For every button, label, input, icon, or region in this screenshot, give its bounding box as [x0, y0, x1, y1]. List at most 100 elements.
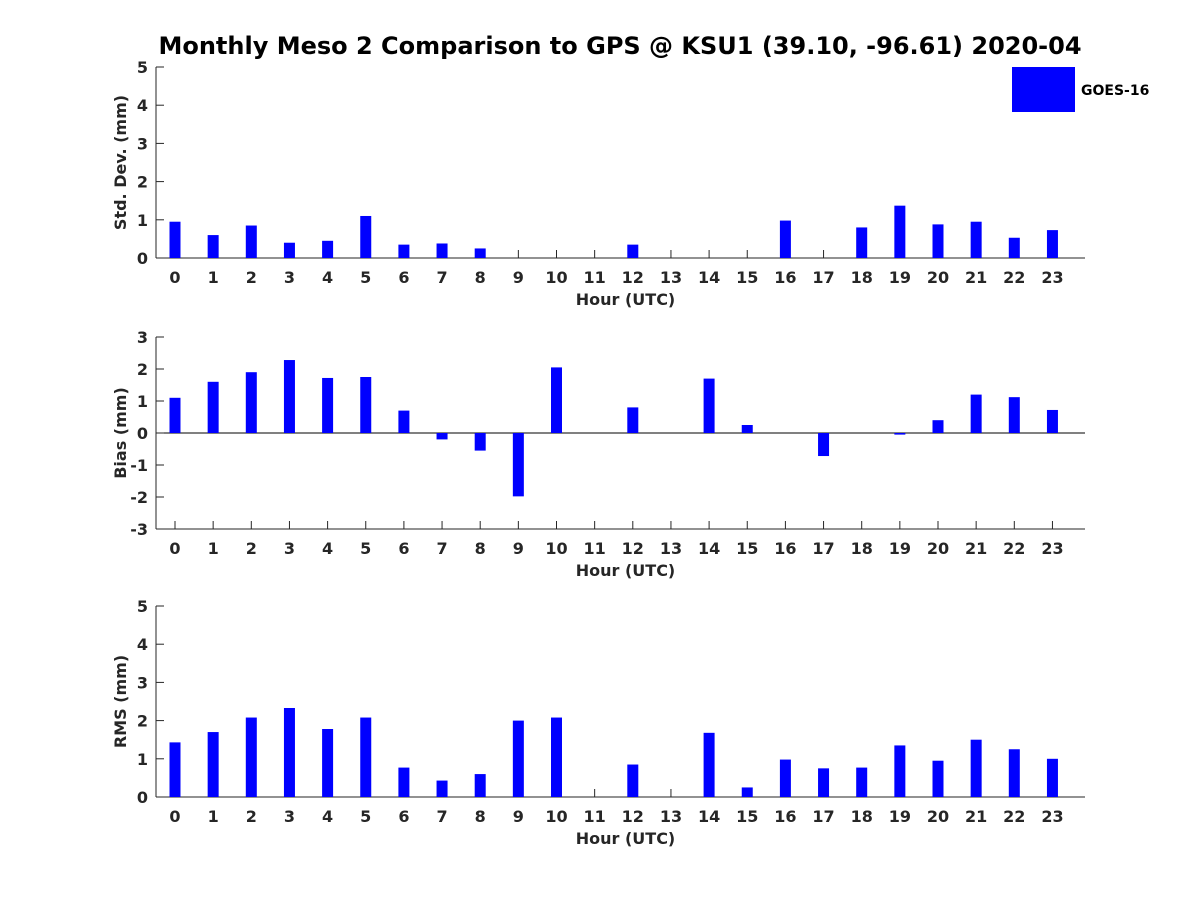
x-tick-label: 8	[475, 539, 486, 558]
bar-hour-22	[1008, 397, 1020, 433]
bar-hour-6	[398, 767, 410, 797]
bar-hour-16	[779, 220, 791, 258]
x-tick-label: 12	[622, 268, 644, 287]
x-tick-label: 5	[360, 268, 371, 287]
x-tick-label: 15	[736, 807, 758, 826]
x-tick-label: 13	[660, 807, 682, 826]
y-tick-label: 3	[137, 328, 148, 347]
x-tick-label: 14	[698, 807, 720, 826]
bar-hour-7	[436, 243, 448, 258]
bar-hour-17	[818, 433, 830, 457]
x-tick-label: 1	[208, 807, 219, 826]
bar-hour-3	[283, 242, 295, 258]
y-tick-label: 2	[137, 173, 148, 192]
bar-hour-0	[169, 397, 181, 433]
x-tick-label: 16	[774, 539, 796, 558]
y-tick-label: -2	[130, 488, 148, 507]
bar-hour-19	[894, 433, 906, 435]
bar-hour-6	[398, 410, 410, 433]
x-tick-label: 21	[965, 539, 987, 558]
x-tick-label: 17	[812, 807, 834, 826]
bar-hour-1	[207, 381, 219, 433]
x-tick-label: 1	[208, 268, 219, 287]
x-tick-label: 21	[965, 268, 987, 287]
y-tick-label: 0	[137, 424, 148, 443]
bar-hour-0	[169, 742, 181, 797]
x-tick-label: 5	[360, 807, 371, 826]
bar-hour-17	[818, 768, 830, 797]
x-tick-label: 1	[208, 539, 219, 558]
x-tick-label: 7	[436, 268, 447, 287]
bar-hour-10	[551, 717, 562, 797]
x-tick-label: 4	[322, 539, 333, 558]
y-tick-label: 1	[137, 211, 148, 230]
x-tick-label: 2	[246, 807, 257, 826]
x-tick-label: 9	[513, 268, 524, 287]
bar-hour-21	[970, 221, 982, 258]
bar-hour-23	[1046, 230, 1058, 258]
bar-hour-7	[436, 780, 448, 797]
x-tick-label: 0	[169, 268, 180, 287]
bar-hour-6	[398, 244, 410, 258]
bar-hour-20	[932, 760, 944, 797]
bar-hour-22	[1008, 749, 1020, 797]
x-tick-label: 20	[927, 807, 949, 826]
x-tick-label: 11	[584, 807, 606, 826]
bar-hour-15	[741, 425, 753, 433]
x-tick-label: 6	[398, 539, 409, 558]
bar-hour-4	[322, 729, 334, 797]
x-tick-label: 13	[660, 539, 682, 558]
x-tick-label: 17	[812, 539, 834, 558]
y-tick-label: 4	[137, 635, 148, 654]
x-axis-label: Hour (UTC)	[576, 829, 676, 848]
bar-hour-4	[322, 240, 334, 258]
bar-hour-20	[932, 420, 944, 433]
x-tick-label: 4	[322, 807, 333, 826]
x-tick-label: 2	[246, 539, 257, 558]
x-tick-label: 0	[169, 539, 180, 558]
x-tick-label: 17	[812, 268, 834, 287]
bar-hour-12	[627, 764, 639, 797]
bar-hour-2	[245, 717, 257, 797]
bar-hour-4	[322, 377, 334, 433]
bar-hour-9	[512, 433, 524, 497]
bar-hour-18	[856, 227, 868, 258]
bar-hour-9	[512, 720, 524, 797]
x-tick-label: 3	[284, 539, 295, 558]
x-axis-label: Hour (UTC)	[576, 290, 676, 309]
bar-hour-3	[283, 360, 295, 433]
bar-hour-5	[360, 717, 372, 797]
x-tick-label: 14	[698, 268, 720, 287]
y-tick-label: 4	[137, 96, 148, 115]
y-tick-label: 1	[137, 392, 148, 411]
x-tick-label: 16	[774, 268, 796, 287]
x-tick-label: 22	[1003, 539, 1025, 558]
bar-hour-0	[169, 221, 181, 258]
x-tick-label: 22	[1003, 807, 1025, 826]
bar-hour-21	[970, 394, 982, 433]
y-tick-label: 2	[137, 712, 148, 731]
x-tick-label: 7	[436, 539, 447, 558]
x-tick-label: 23	[1041, 268, 1063, 287]
x-tick-label: 15	[736, 268, 758, 287]
bar-hour-8	[474, 433, 486, 451]
x-tick-label: 14	[698, 539, 720, 558]
x-tick-label: 18	[851, 268, 873, 287]
legend-label: GOES-16	[1081, 83, 1149, 99]
bar-hour-22	[1008, 237, 1020, 258]
y-axis-label: Bias (mm)	[111, 387, 130, 479]
y-tick-label: 3	[137, 673, 148, 692]
y-tick-label: 1	[137, 750, 148, 769]
bar-hour-18	[856, 767, 868, 797]
bar-hour-2	[245, 225, 257, 258]
bar-hour-12	[627, 407, 639, 433]
x-tick-label: 2	[246, 268, 257, 287]
x-tick-label: 6	[398, 268, 409, 287]
x-tick-label: 10	[545, 268, 567, 287]
x-tick-label: 19	[889, 807, 911, 826]
y-tick-label: 0	[137, 249, 148, 268]
x-tick-label: 20	[927, 539, 949, 558]
legend-swatch	[1012, 67, 1075, 112]
x-tick-label: 3	[284, 268, 295, 287]
